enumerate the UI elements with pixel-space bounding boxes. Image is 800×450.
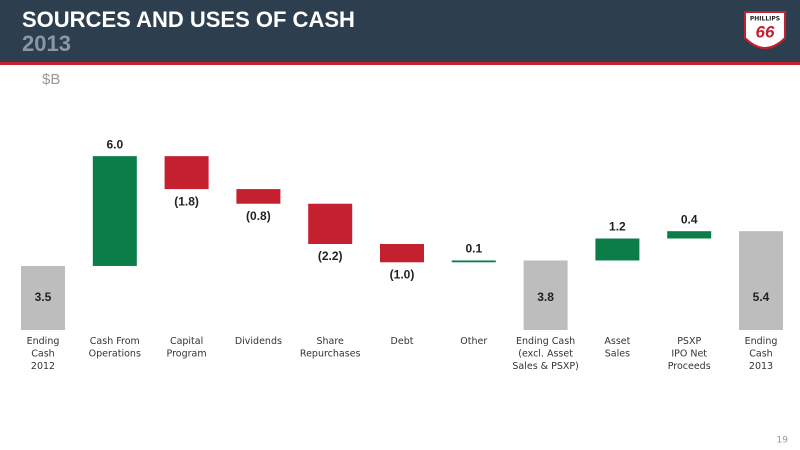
bar [308,203,353,244]
title: SOURCES AND USES OF CASH [22,7,355,32]
plot: 3.5 Ending Cash 2012 6.0 Cash From Operations (… [21,137,783,372]
category-label: PSXP IPO Net Proceeds [668,336,711,372]
bar [667,231,712,239]
unit-label: $B [42,71,60,88]
category-label: Ending Cash 2012 [27,336,60,372]
bar [164,156,209,190]
category-label: Capital Program [167,336,207,360]
value-label: 0.4 [681,212,698,226]
category-label: Ending Cash (excl. Asset Sales & PSXP) [512,336,578,372]
value-label: 3.8 [537,290,554,304]
value-label: 1.2 [609,220,626,234]
bar [21,265,65,330]
header-rule [0,62,800,65]
header-bar [0,0,800,62]
logo-top: PHILLIPS [750,16,780,23]
logo-shield [744,11,786,49]
value-label: (1.8) [174,194,199,208]
category-label: Other [460,336,487,347]
category-label: Share Repurchases [300,336,361,360]
bar [451,260,496,263]
value-label: (0.8) [246,209,271,223]
category-label: Debt [391,336,414,347]
bar [236,189,281,204]
value-label: (1.0) [390,267,415,281]
logo: PHILLIPS 66 [744,11,786,49]
category-label: Cash From Operations [89,336,141,360]
bar [380,243,424,263]
bar [595,238,640,261]
bar [523,260,568,330]
logo-number: 66 [756,22,775,41]
value-label: 5.4 [753,290,770,304]
category-label: Asset Sales [604,336,630,360]
bar [92,156,137,266]
value-label: (2.2) [318,249,343,263]
bar [739,231,783,330]
value-label: 0.1 [465,242,482,256]
value-label: 6.0 [106,137,123,151]
category-label: Dividends [235,336,282,347]
category-label: Ending Cash 2013 [745,336,778,372]
value-label: 3.5 [35,290,52,304]
page-number: 19 [777,436,789,446]
subtitle: 2013 [22,31,71,56]
